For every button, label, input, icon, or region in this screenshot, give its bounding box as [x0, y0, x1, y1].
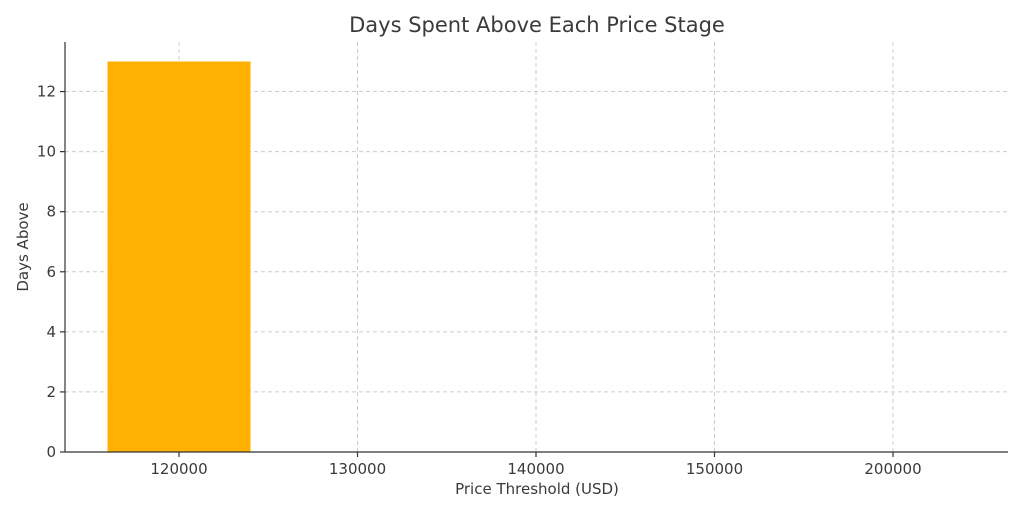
y-tick-label: 12: [37, 83, 56, 101]
x-tick-label: 140000: [507, 460, 564, 478]
y-tick-label: 0: [46, 443, 56, 461]
y-tick-label: 6: [46, 263, 56, 281]
y-axis-label: Days Above: [14, 202, 32, 291]
bars-layer: [107, 61, 251, 453]
y-tick-label: 8: [46, 203, 56, 221]
x-tick-label: 200000: [864, 460, 921, 478]
y-tick-label: 4: [46, 323, 56, 341]
x-tick-label: 120000: [150, 460, 207, 478]
y-tick-label: 2: [46, 383, 56, 401]
x-axis-label: Price Threshold (USD): [455, 480, 619, 498]
x-tick-label: 130000: [329, 460, 386, 478]
x-tick-label: 150000: [686, 460, 743, 478]
ticks-layer: 0 2 4 6 8 10 12 120000 130000 140000 150000 200000: [37, 83, 922, 478]
chart-title: Days Spent Above Each Price Stage: [349, 13, 725, 37]
bar: [107, 61, 251, 453]
y-tick-label: 10: [37, 143, 56, 161]
